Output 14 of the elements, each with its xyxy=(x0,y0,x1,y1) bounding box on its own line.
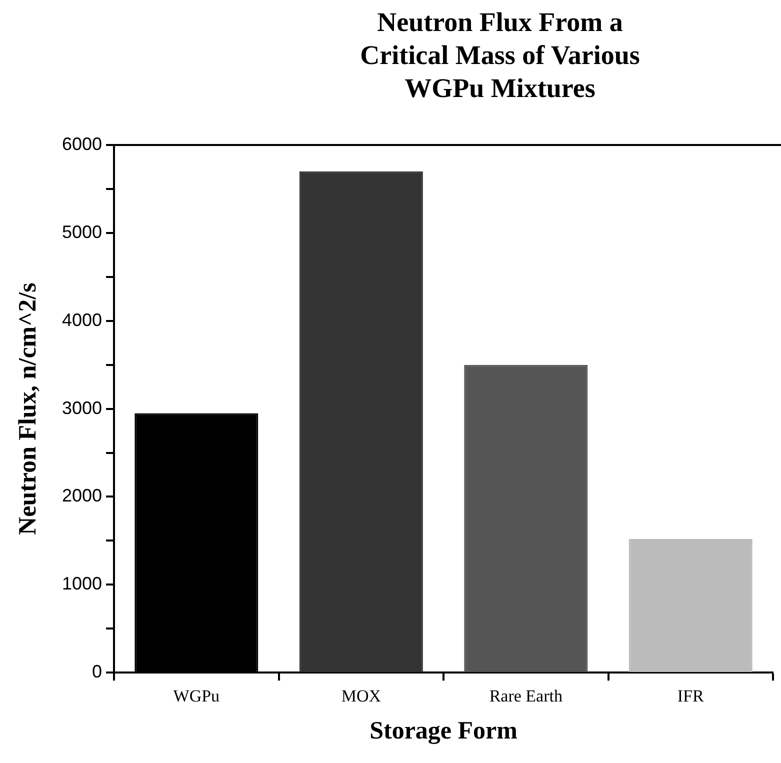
y-tick-label: 2000 xyxy=(62,486,102,506)
x-tick-label: WGPu xyxy=(173,686,220,706)
y-tick-label: 4000 xyxy=(62,310,102,330)
y-tick-label: 1000 xyxy=(62,574,102,594)
x-tick-label: Rare Earth xyxy=(489,686,563,706)
y-tick-label: 0 xyxy=(92,662,102,682)
chart-title: Neutron Flux From a Critical Mass of Various WGPu Mixtures xyxy=(359,6,641,105)
y-axis-title: Neutron Flux, n/cm^2/s xyxy=(14,282,42,535)
y-tick-label: 5000 xyxy=(62,222,102,242)
x-axis-title: Storage Form xyxy=(370,717,518,744)
y-tick-label: 6000 xyxy=(62,134,102,154)
y-tick-label: 3000 xyxy=(62,398,102,418)
x-tick-label: MOX xyxy=(341,686,381,706)
x-tick-label: IFR xyxy=(677,686,705,706)
